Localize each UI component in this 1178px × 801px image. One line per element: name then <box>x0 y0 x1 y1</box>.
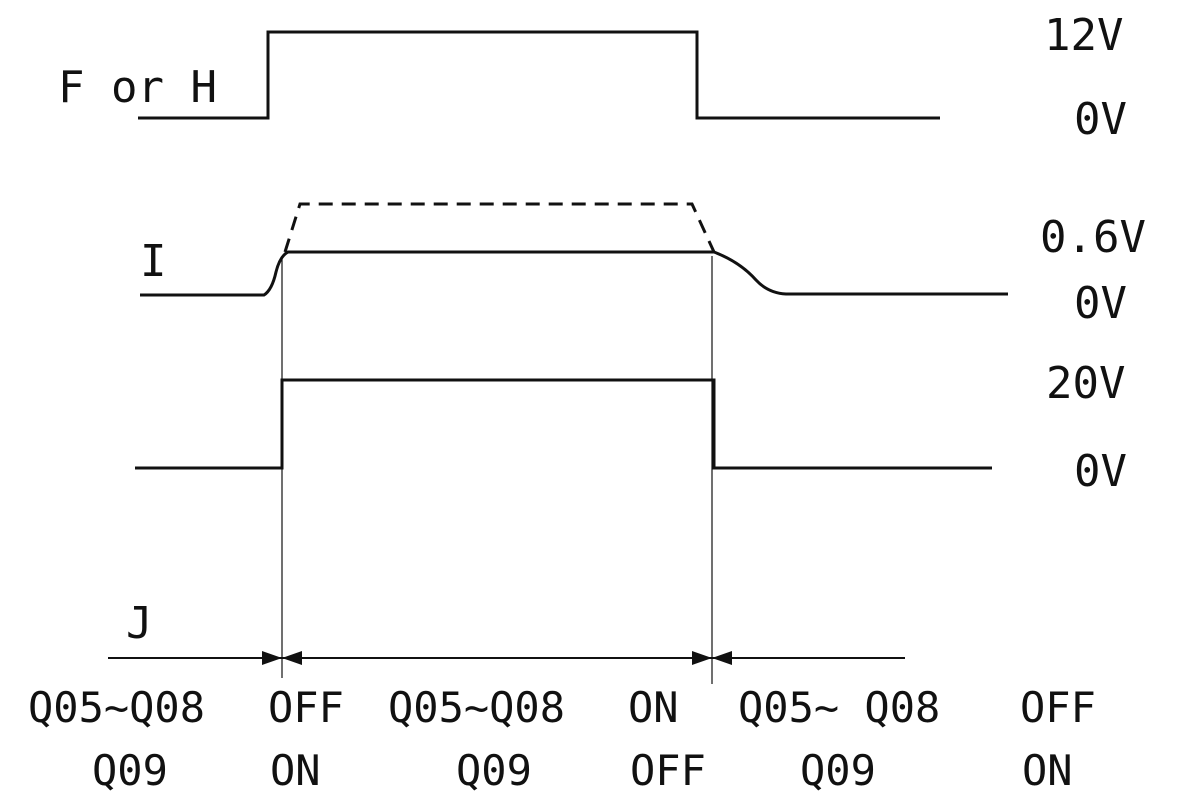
interval-2-q09-label: Q09 <box>456 746 532 795</box>
interval-1-group-state: OFF <box>268 683 344 732</box>
interval-2-group-state: ON <box>628 683 679 732</box>
interval-1-q09-state: ON <box>270 746 321 795</box>
j-signal-label: J <box>126 598 153 649</box>
interval-1-group-label: Q05~Q08 <box>28 683 205 732</box>
interval-3-group-label: Q05~ Q08 <box>738 683 940 732</box>
i-high-voltage: 0.6V <box>1040 212 1146 263</box>
i-dashed-envelope <box>283 202 716 253</box>
interval-3-q09-state: ON <box>1022 746 1073 795</box>
i-waveform <box>140 250 1008 297</box>
interval-3-group-state: OFF <box>1020 683 1096 732</box>
interval-2-q09-state: OFF <box>630 746 706 795</box>
j-low-voltage: 0V <box>1074 446 1127 497</box>
i-low-voltage: 0V <box>1074 278 1127 329</box>
interval-2-group-label: Q05~Q08 <box>388 683 565 732</box>
fh-signal-label: F or H <box>58 62 217 113</box>
interval-1-q09-label: Q09 <box>92 746 168 795</box>
interval-arrows <box>108 651 905 665</box>
fh-waveform <box>138 30 940 120</box>
i-signal-label: I <box>140 236 167 287</box>
fh-low-voltage: 0V <box>1074 94 1127 145</box>
j-high-voltage: 20V <box>1046 358 1125 409</box>
interval-3-q09-label: Q09 <box>800 746 876 795</box>
j-waveform <box>135 378 992 470</box>
fh-high-voltage: 12V <box>1044 10 1123 61</box>
